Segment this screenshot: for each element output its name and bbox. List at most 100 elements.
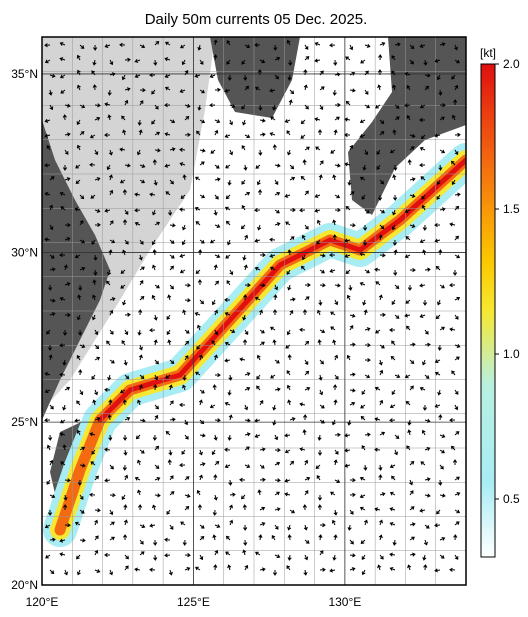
arrow xyxy=(104,44,111,48)
arrow xyxy=(304,224,309,230)
arrow xyxy=(197,279,203,286)
arrow xyxy=(109,493,116,498)
arrow xyxy=(359,252,366,257)
arrow xyxy=(349,144,354,151)
arrow xyxy=(243,524,248,531)
arrow xyxy=(404,72,411,77)
arrow xyxy=(239,357,246,362)
arrow xyxy=(165,191,171,196)
arrow xyxy=(123,359,128,366)
arrow xyxy=(74,418,81,423)
arrow xyxy=(93,44,98,51)
arrow xyxy=(244,283,251,288)
arrow xyxy=(244,446,250,451)
arrow xyxy=(182,309,187,316)
arrow xyxy=(244,44,251,49)
arrow xyxy=(169,147,176,152)
arrow xyxy=(409,193,416,198)
arrow xyxy=(123,519,128,526)
arrow xyxy=(244,372,251,377)
arrow xyxy=(164,57,171,62)
arrow xyxy=(409,59,414,65)
arrow xyxy=(389,418,396,423)
arrow xyxy=(314,117,321,122)
arrow xyxy=(274,524,279,530)
arrow xyxy=(274,179,279,185)
arrow xyxy=(453,534,458,541)
arrow xyxy=(314,194,321,198)
arrow xyxy=(94,569,101,573)
arrow xyxy=(304,476,311,481)
arrow xyxy=(331,519,336,526)
arrow xyxy=(122,189,127,196)
arrow xyxy=(363,309,368,316)
arrow xyxy=(195,371,201,376)
arrow xyxy=(304,146,310,151)
arrow xyxy=(79,131,85,136)
arrow xyxy=(153,339,158,346)
arrow xyxy=(79,389,84,396)
arrow xyxy=(109,72,116,77)
arrow xyxy=(421,204,426,211)
arrow xyxy=(59,74,66,79)
arrow xyxy=(259,506,266,511)
arrow xyxy=(285,221,291,226)
arrow xyxy=(139,44,146,49)
arrow xyxy=(269,237,276,242)
arrow xyxy=(107,89,112,96)
arrow xyxy=(76,144,81,151)
arrow xyxy=(46,479,51,485)
arrow xyxy=(76,69,81,76)
arrow xyxy=(360,59,366,64)
arrow xyxy=(454,296,461,301)
arrow xyxy=(349,567,356,572)
arrow xyxy=(64,149,69,155)
arrow xyxy=(269,88,276,93)
arrow xyxy=(179,207,186,212)
arrow xyxy=(179,253,186,258)
arrow xyxy=(272,569,278,576)
arrow xyxy=(184,132,191,137)
arrow xyxy=(241,205,246,211)
arrow xyxy=(165,374,171,379)
arrow xyxy=(199,389,205,394)
arrow xyxy=(94,103,101,108)
arrow xyxy=(273,294,278,301)
arrow xyxy=(226,280,231,286)
arrow xyxy=(349,88,356,93)
arrow xyxy=(153,384,158,391)
arrow xyxy=(334,72,341,77)
arrow xyxy=(184,69,189,76)
arrow xyxy=(184,329,190,334)
arrow xyxy=(139,280,144,286)
arrow xyxy=(199,89,205,94)
y-tick-label: 25°N xyxy=(11,415,38,429)
arrow xyxy=(393,194,398,201)
arrow xyxy=(286,39,291,46)
arrow xyxy=(91,449,96,455)
arrow xyxy=(375,329,381,334)
arrow xyxy=(49,404,54,410)
arrow xyxy=(44,59,51,64)
arrow xyxy=(391,224,396,231)
arrow xyxy=(419,314,426,318)
arrow xyxy=(242,254,247,261)
arrow xyxy=(242,119,247,126)
arrow xyxy=(169,400,174,406)
arrow xyxy=(229,149,234,156)
arrow xyxy=(107,114,112,121)
arrow xyxy=(424,418,431,423)
arrow xyxy=(270,266,276,271)
arrow xyxy=(404,374,411,379)
arrow xyxy=(405,400,411,406)
arrow xyxy=(259,283,266,288)
arrow xyxy=(454,132,461,137)
arrow xyxy=(391,340,396,346)
arrow xyxy=(319,283,326,288)
arrow xyxy=(289,236,295,241)
arrow xyxy=(378,359,383,366)
arrow xyxy=(424,446,431,451)
arrow xyxy=(194,206,201,211)
arrow xyxy=(374,447,381,452)
arrow xyxy=(134,221,141,226)
